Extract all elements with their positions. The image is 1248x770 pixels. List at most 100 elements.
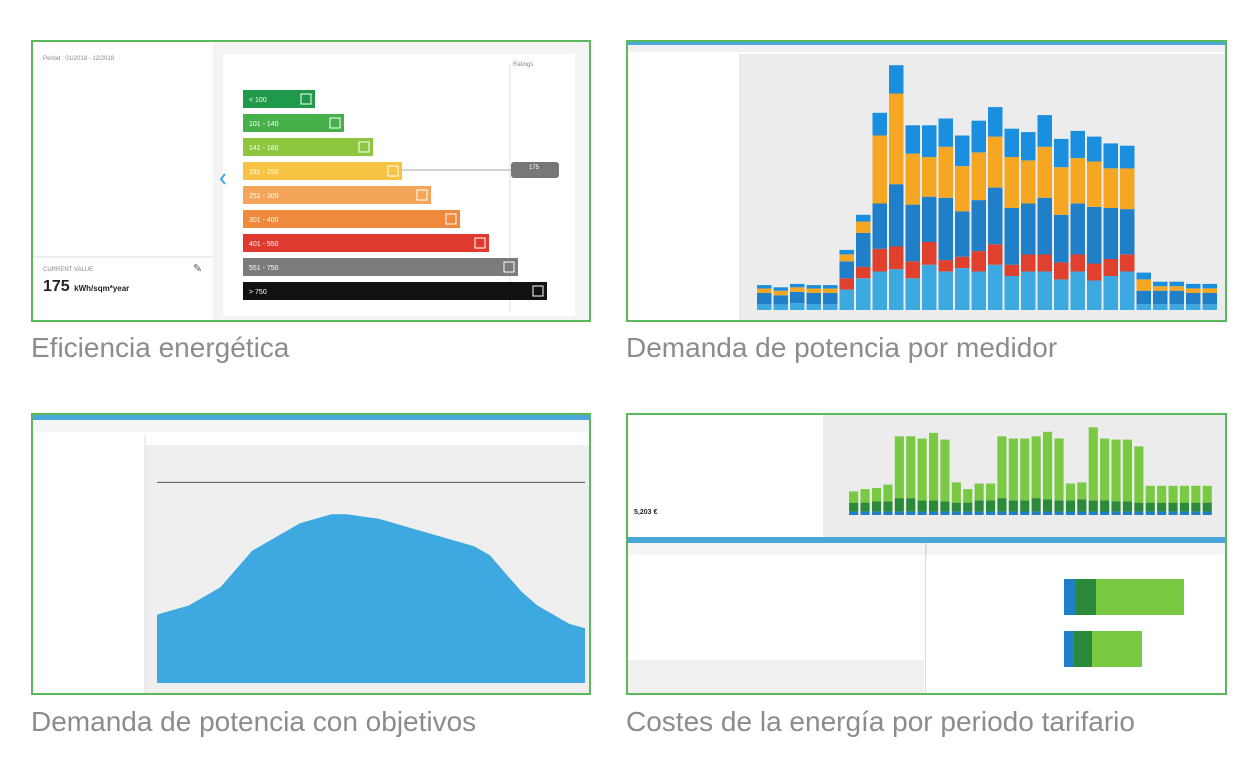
energy-costs-chart [628,415,1225,693]
bar-segment [938,271,953,310]
bar-segment [1021,271,1036,310]
bar-segment [951,482,961,503]
bar-segment [849,511,859,515]
rating-band-label: > 750 [249,289,267,296]
bar-segment [1179,485,1189,503]
bar-segment [938,197,953,261]
area-series [157,514,585,683]
bar-segment [1031,436,1041,499]
bar-segment [856,232,871,267]
bar-segment [1103,259,1118,276]
bar-segment [1065,483,1075,501]
bar-segment [988,136,1003,188]
rating-indicator [511,162,559,178]
bar-segment [997,498,1007,512]
bar-segment [1004,208,1019,265]
bar-segment [951,511,961,515]
bar-segment [971,152,986,201]
bar-segment [872,135,887,204]
bar-segment [963,511,973,515]
bar-segment [988,264,1003,310]
bar-segment [1020,438,1030,501]
rating-band-label: 301 - 400 [249,217,279,224]
bar-segment [963,489,973,503]
bar-segment [1103,208,1118,259]
bar-segment [1096,579,1184,615]
rating-band [243,114,344,132]
bar-segment [922,125,937,157]
tile-power-demand-meter[interactable] [626,40,1227,322]
band-marker [300,93,312,105]
bar-segment [849,491,859,503]
bar-segment [1202,502,1212,512]
bar-segment [1120,145,1135,169]
bar-segment [1186,288,1201,293]
power-demand-targets-chart [33,415,589,693]
period-label: Period : 01/2018 - 12/2018 [43,56,115,62]
bar-segment [790,291,805,304]
bar-segment [1169,286,1184,291]
bar-segment [955,166,970,212]
band-marker [358,141,370,153]
bar-segment [872,203,887,249]
bar-segment [1087,206,1102,264]
bar-segment [929,511,939,515]
bar-segment [1111,511,1121,515]
bar-segment [757,288,772,293]
bar-segment [1191,485,1201,503]
edit-icon[interactable]: ✎ [193,263,203,275]
bar-segment [1054,279,1069,310]
bar-segment [1145,511,1155,515]
bar-segment [757,304,772,310]
rating-band-label: 251 - 300 [249,193,279,200]
bar-segment [938,118,953,147]
bar-segment [790,283,805,288]
bar-segment [1087,280,1102,310]
bar-segment [986,500,996,512]
bar-segment [894,511,904,515]
tile-power-demand-targets[interactable] [31,413,591,695]
bar-segment [1054,438,1064,501]
tile-energy-efficiency[interactable]: < 100 101 - 140 141 - 180 181 - 250 251 - 30… [31,40,591,322]
bar-segment [860,502,870,512]
rating-band [243,90,315,108]
bar-segment [839,289,854,310]
bar-segment [988,187,1003,245]
bar-segment [883,484,893,502]
bar-segment [1136,279,1151,291]
bar-segment [1004,157,1019,208]
tile-energy-costs[interactable]: 5,203 € [626,413,1227,695]
band-marker [329,117,341,129]
rating-band-label: 181 - 250 [249,169,279,176]
caption-power-demand-meter: Demanda de potencia por medidor [626,332,1058,363]
bar-segment [906,436,916,499]
bar-segment [1077,499,1087,512]
bar-segment [872,248,887,272]
band-marker [474,237,486,249]
bar-segment [1202,511,1212,515]
bar-segment [1157,485,1167,503]
bar-segment [1100,511,1110,515]
bar-segment [1008,511,1018,515]
rating-band-label: 401 - 550 [249,241,279,248]
rating-band [243,138,373,156]
bar-segment [1008,438,1018,501]
caption-energy-efficiency: Eficiencia energética [31,332,290,363]
bar-segment [1103,276,1118,310]
bar-segment [872,511,882,515]
bar-segment [1076,579,1096,615]
bar-segment [997,511,1007,515]
bar-segment [1054,167,1069,215]
bar-segment [1100,438,1110,501]
bar-segment [955,268,970,310]
bar-segment [1021,254,1036,272]
bar-segment [1004,264,1019,276]
bar-segment [955,256,970,268]
bar-segment [1037,115,1052,147]
bar-segment [1020,500,1030,512]
bar-segment [883,511,893,515]
bar-segment [1043,499,1053,512]
bar-segment [974,511,984,515]
bar-segment [1087,161,1102,207]
bar-segment [1065,511,1075,515]
